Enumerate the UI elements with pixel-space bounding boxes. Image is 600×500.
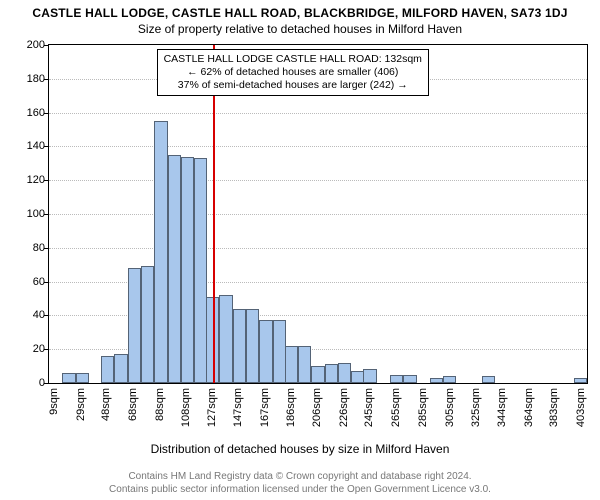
y-tick-label: 40 [33, 309, 49, 321]
histogram-bar [101, 356, 114, 383]
x-tick-label: 48sqm [100, 388, 112, 421]
x-tick-label: 344sqm [496, 388, 508, 427]
histogram-bar [76, 373, 89, 383]
footer-attribution: Contains HM Land Registry data © Crown c… [0, 471, 600, 496]
annotation-line: 37% of semi-detached houses are larger (… [164, 79, 422, 92]
annotation-line: CASTLE HALL LODGE CASTLE HALL ROAD: 132s… [164, 53, 422, 66]
x-axis-ticks: 9sqm 29sqm 48sqm 68sqm 88sqm 108sqm 127sqm 147s… [48, 384, 588, 444]
histogram-bar [285, 346, 298, 383]
y-tick-label: 160 [27, 107, 49, 119]
footer-line-1: Contains HM Land Registry data © Crown c… [0, 471, 600, 484]
y-tick-label: 60 [33, 276, 49, 288]
histogram-bar [259, 320, 272, 383]
histogram-bar [154, 121, 167, 383]
gridline [49, 214, 587, 215]
histogram-bar [219, 295, 232, 383]
histogram-bar [574, 378, 587, 383]
x-tick-label: 108sqm [180, 388, 192, 427]
histogram-bar [311, 366, 324, 383]
x-tick-label: 206sqm [311, 388, 323, 427]
x-tick-label: 285sqm [417, 388, 429, 427]
x-tick-label: 383sqm [548, 388, 560, 427]
page-title: CASTLE HALL LODGE, CASTLE HALL ROAD, BLA… [0, 0, 600, 20]
gridline [49, 248, 587, 249]
x-tick-label: 68sqm [127, 388, 139, 421]
histogram-bar [168, 155, 181, 383]
y-tick-label: 140 [27, 140, 49, 152]
histogram-bar [181, 157, 194, 383]
histogram-bar [363, 369, 376, 383]
x-tick-label: 127sqm [206, 388, 218, 427]
x-tick-label: 226sqm [338, 388, 350, 427]
histogram-bar [443, 376, 456, 383]
footer-line-2: Contains public sector information licen… [0, 484, 600, 497]
plot-area: 020406080100120140160180200CASTLE HALL L… [48, 44, 588, 384]
x-tick-label: 245sqm [363, 388, 375, 427]
gridline [49, 146, 587, 147]
annotation-box: CASTLE HALL LODGE CASTLE HALL ROAD: 132s… [157, 49, 429, 96]
histogram-bar [114, 354, 127, 383]
gridline [49, 180, 587, 181]
histogram-bar [338, 363, 351, 383]
histogram-bar [403, 375, 416, 383]
histogram-bar [430, 378, 443, 383]
x-axis-label: Distribution of detached houses by size … [0, 442, 600, 456]
x-tick-label: 29sqm [75, 388, 87, 421]
x-tick-label: 325sqm [470, 388, 482, 427]
y-tick-label: 200 [27, 39, 49, 51]
x-tick-label: 403sqm [575, 388, 587, 427]
x-tick-label: 9sqm [48, 388, 60, 415]
x-tick-label: 305sqm [444, 388, 456, 427]
y-tick-label: 20 [33, 343, 49, 355]
y-tick-label: 180 [27, 73, 49, 85]
chart-subtitle: Size of property relative to detached ho… [0, 20, 600, 36]
histogram-bar [246, 309, 259, 383]
chart-area: 020406080100120140160180200CASTLE HALL L… [48, 44, 588, 384]
histogram-bar [325, 364, 338, 383]
x-tick-label: 186sqm [285, 388, 297, 427]
histogram-bar [390, 375, 403, 383]
histogram-bar [233, 309, 246, 383]
histogram-bar [141, 266, 154, 383]
x-tick-label: 167sqm [259, 388, 271, 427]
x-tick-label: 265sqm [390, 388, 402, 427]
annotation-line: ← 62% of detached houses are smaller (40… [164, 66, 422, 79]
histogram-bar [128, 268, 141, 383]
x-tick-label: 147sqm [232, 388, 244, 427]
histogram-bar [298, 346, 311, 383]
y-tick-label: 120 [27, 174, 49, 186]
chart-container: CASTLE HALL LODGE, CASTLE HALL ROAD, BLA… [0, 0, 600, 500]
gridline [49, 113, 587, 114]
histogram-bar [62, 373, 75, 383]
x-tick-label: 364sqm [523, 388, 535, 427]
histogram-bar [482, 376, 495, 383]
x-tick-label: 88sqm [154, 388, 166, 421]
y-tick-label: 80 [33, 242, 49, 254]
y-tick-label: 100 [27, 208, 49, 220]
